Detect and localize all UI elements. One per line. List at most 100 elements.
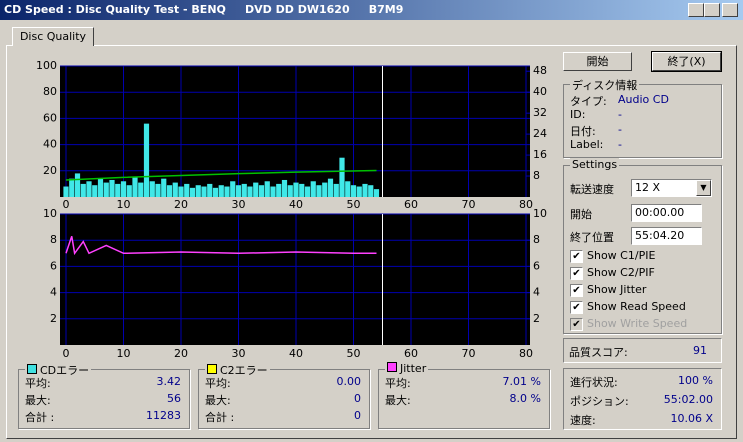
row-value: 0 — [354, 392, 361, 405]
row-value: 0 — [354, 409, 361, 422]
checkbox: ✔ — [570, 318, 583, 331]
bar — [270, 186, 276, 197]
start-label: 開始 — [570, 208, 592, 221]
x-tick-label: 20 — [174, 198, 188, 211]
row-value: - — [618, 108, 622, 121]
row-label: ポジション: — [570, 395, 629, 408]
bar — [224, 186, 230, 197]
group-title: ディスク情報 — [570, 77, 640, 93]
info-row: Label: - — [570, 138, 713, 154]
progress: 進行状況: 100 % ポジション: 55:02.00 速度: 10.06 X — [563, 368, 722, 430]
y2-tick-label: 40 — [533, 85, 547, 98]
y-tick-label: 40 — [43, 138, 57, 151]
bar — [281, 179, 288, 197]
bar — [74, 173, 81, 197]
bar — [207, 183, 213, 197]
line — [65, 169, 377, 181]
row-value: 10.06 X — [670, 412, 713, 425]
y2-tick-label: 32 — [533, 106, 547, 119]
x-tick-label: 30 — [232, 347, 246, 360]
checkbox-label: Show Read Speed — [587, 300, 686, 313]
row-label: 速度: — [570, 414, 596, 427]
info-row: 最大: 0 — [205, 392, 361, 408]
start-button[interactable]: 開始 — [563, 52, 632, 71]
info-row: 平均: 7.01 % — [385, 375, 541, 391]
bar — [241, 183, 247, 197]
bar — [149, 181, 155, 197]
checkbox[interactable]: ✔ — [570, 284, 583, 297]
speed-value: 12 X — [635, 181, 661, 194]
bar — [69, 178, 75, 197]
speed-label: 転送速度 — [570, 183, 614, 196]
row-label: 平均: — [385, 377, 411, 390]
checkbox-label: Show C1/PIE — [587, 249, 656, 262]
line — [65, 236, 377, 256]
x-tick-label: 30 — [232, 198, 246, 211]
score-label: 品質スコア: — [569, 346, 628, 359]
info-row: 最大: 8.0 % — [385, 392, 541, 408]
info-row: 平均: 0.00 — [205, 375, 361, 391]
bar — [322, 182, 328, 197]
info-row: 合計 : 0 — [205, 409, 361, 425]
bar — [339, 157, 345, 197]
maximize-button[interactable] — [704, 3, 720, 17]
bar — [126, 185, 132, 197]
disc-info: ディスク情報 タイプ: Audio CD ID: - 日付: - Label: - — [563, 77, 722, 158]
x-tick-label: 40 — [289, 347, 303, 360]
y-tick-label: 10 — [43, 207, 57, 220]
bar — [212, 187, 219, 197]
exit-button[interactable]: 終了(X) — [651, 51, 722, 72]
row-label: 平均: — [205, 377, 231, 390]
x-tick-label: 40 — [289, 198, 303, 211]
y-tick-label: 80 — [43, 85, 57, 98]
bar — [276, 183, 282, 197]
checkbox[interactable]: ✔ — [570, 250, 583, 263]
x-tick-label: 50 — [347, 347, 361, 360]
stats-title-box: CDエラー — [25, 362, 92, 378]
tab-panel — [6, 45, 737, 439]
bar — [161, 178, 167, 197]
x-tick-label: 10 — [117, 347, 131, 360]
speed-select[interactable]: 12 X ▼ — [631, 179, 712, 197]
row-label: 合計 : — [205, 411, 235, 424]
bar — [178, 186, 184, 197]
info-row: 進行状況: 100 % — [570, 374, 713, 390]
bar — [327, 178, 334, 197]
stats-panel: Jitter 平均: 7.01 % 最大: 8.0 % — [378, 362, 550, 429]
tab[interactable]: Disc Quality — [12, 27, 94, 46]
stats-panel: CDエラー 平均: 3.42 最大: 56 合計 : 11283 — [18, 362, 190, 429]
dropdown-arrow[interactable]: ▼ — [696, 180, 711, 196]
bar — [258, 185, 265, 197]
bar — [155, 183, 161, 197]
close-button[interactable] — [722, 3, 738, 17]
bar — [109, 179, 115, 197]
y2-tick-label: 48 — [533, 64, 547, 77]
row-value: 7.01 % — [502, 375, 541, 388]
row-label: 日付: — [570, 125, 596, 138]
row-label: 進行状況: — [570, 376, 618, 389]
x-tick-label: 70 — [462, 347, 476, 360]
x-tick-label: 0 — [63, 198, 70, 211]
minimize-button[interactable] — [688, 3, 704, 17]
bar — [195, 185, 201, 197]
row-label: 平均: — [25, 377, 51, 390]
y2-tick-label: 16 — [533, 148, 547, 161]
x-tick-label: 20 — [174, 347, 188, 360]
checkbox[interactable]: ✔ — [570, 267, 583, 280]
bar — [143, 123, 150, 197]
y-tick-label: 2 — [50, 312, 57, 325]
stats-title: C2エラー — [220, 364, 268, 377]
start-input[interactable]: 00:00.00 — [631, 204, 702, 222]
end-input[interactable]: 55:04.20 — [631, 227, 702, 245]
checkbox[interactable]: ✔ — [570, 301, 583, 314]
y-tick-label: 4 — [50, 286, 57, 299]
checkbox-label: Show Write Speed — [587, 317, 688, 330]
bar — [166, 185, 173, 197]
stats-title-box: C2エラー — [205, 362, 270, 378]
legend-swatch — [387, 362, 397, 372]
score-value: 91 — [693, 344, 707, 357]
bar — [304, 186, 311, 197]
title-bar: CD Speed : Disc Quality Test - BENQ DVD … — [0, 0, 743, 20]
row-label: 最大: — [205, 394, 231, 407]
y2-tick-label: 6 — [533, 259, 540, 272]
